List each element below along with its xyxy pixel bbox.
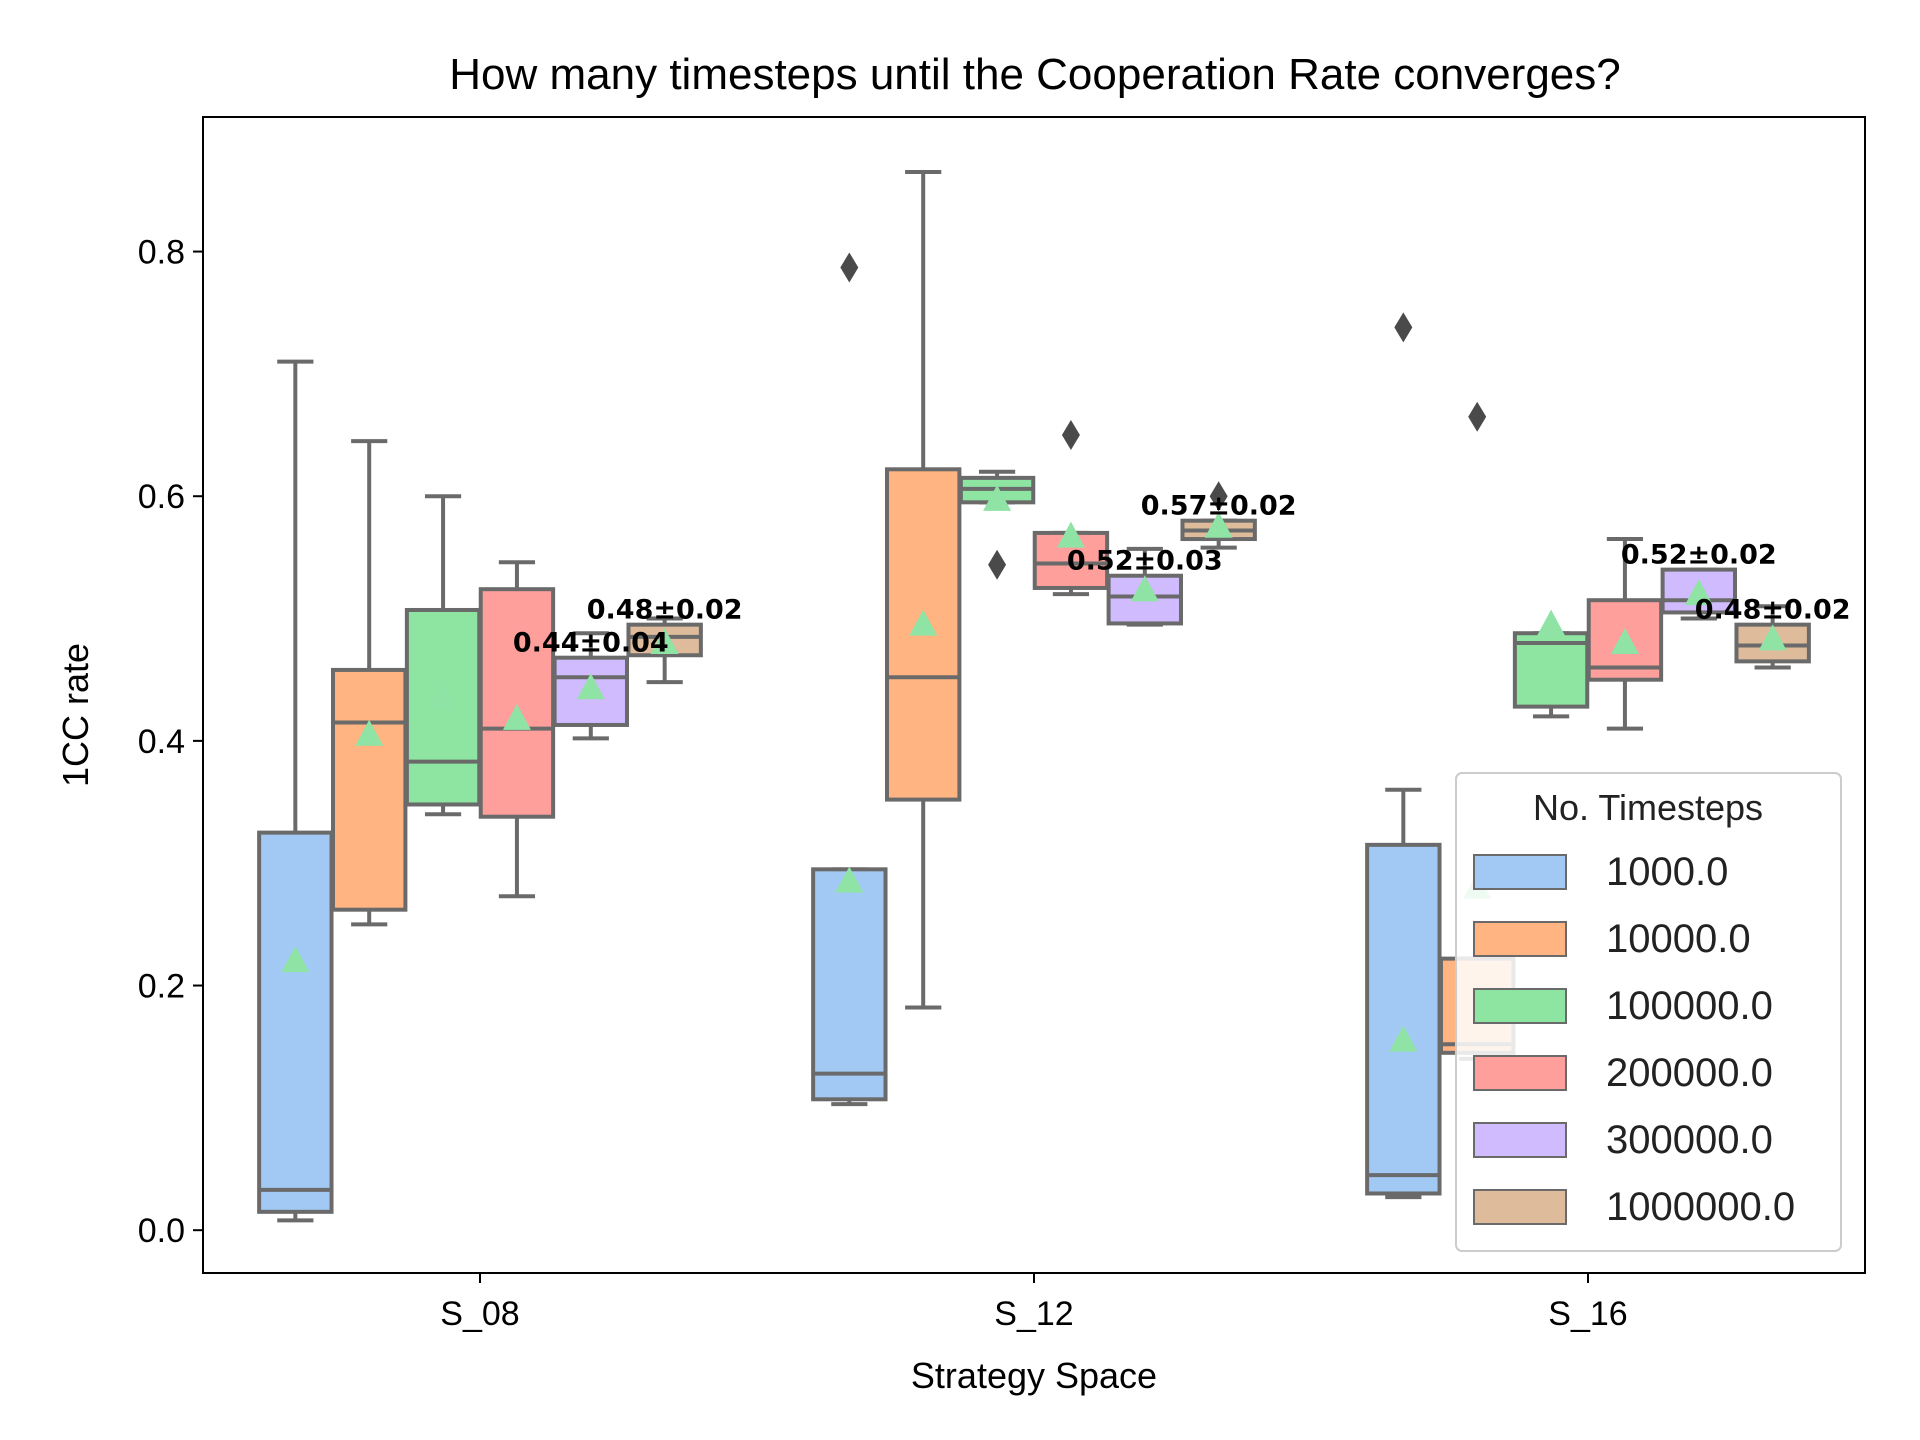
- mean-marker: [1758, 624, 1787, 651]
- outlier-point: [988, 549, 1007, 580]
- box-S_08-1000.0: [257, 359, 334, 1223]
- x-tick-label: S_16: [1548, 1295, 1627, 1333]
- box-S_16-300000.0: [1660, 567, 1737, 621]
- y-tick-label: 0.0: [138, 1212, 185, 1250]
- box-iqr: [1512, 631, 1590, 709]
- box-S_08-300000.0: [552, 631, 629, 741]
- data-label: 0.44±0.04: [513, 628, 669, 659]
- box-S_16-1000.0: [1365, 312, 1442, 1200]
- y-tick-label: 0.8: [138, 234, 185, 272]
- box-iqr: [331, 667, 408, 912]
- data-label: 0.52±0.03: [1067, 546, 1223, 577]
- x-tick-label: S_08: [440, 1295, 519, 1333]
- box-iqr: [1365, 842, 1442, 1196]
- legend-swatch: [1473, 921, 1567, 957]
- data-label: 0.57±0.02: [1141, 491, 1297, 522]
- legend-title: No. Timesteps: [1533, 787, 1763, 828]
- outlier-point: [840, 252, 859, 283]
- box-S_16-100000.0: [1512, 609, 1590, 719]
- x-axis: S_08 S_12 S_16: [440, 1273, 1628, 1333]
- x-tick-label: S_12: [994, 1295, 1073, 1333]
- y-tick-label: 0.4: [138, 723, 185, 761]
- mean-marker: [835, 866, 864, 893]
- outlier-point: [1468, 401, 1487, 432]
- legend-swatch: [1473, 854, 1567, 890]
- data-label: 0.48±0.02: [587, 595, 743, 626]
- box-iqr: [478, 587, 556, 819]
- box-S_08-100000.0: [404, 494, 482, 817]
- legend-label: 10000.0: [1606, 917, 1751, 961]
- legend-swatch: [1473, 988, 1567, 1024]
- legend-label: 100000.0: [1606, 984, 1773, 1028]
- legend: No. Timesteps 1000.0 10000.0 100000.0 20000…: [1455, 772, 1842, 1252]
- mean-marker: [1056, 521, 1085, 548]
- mean-marker: [1537, 609, 1566, 636]
- legend-label: 1000000.0: [1606, 1185, 1795, 1229]
- mean-marker: [576, 673, 605, 700]
- box-iqr: [811, 867, 888, 1102]
- y-axis-label: 1CC rate: [55, 643, 96, 787]
- mean-marker: [1389, 1025, 1418, 1052]
- y-tick-label: 0.2: [138, 968, 185, 1006]
- box-S_12-10000.0: [885, 170, 962, 1010]
- mean-marker: [429, 683, 458, 710]
- outlier-point: [1394, 312, 1413, 343]
- box-S_08-10000.0: [331, 439, 408, 927]
- mean-marker: [909, 609, 938, 636]
- legend-swatch: [1473, 1122, 1567, 1158]
- legend-swatch: [1473, 1189, 1567, 1225]
- chart-title: How many timesteps until the Cooperation…: [449, 50, 1621, 99]
- box-S_12-300000.0: [1106, 546, 1183, 627]
- legend-label: 200000.0: [1606, 1051, 1773, 1095]
- data-label: 0.52±0.02: [1621, 540, 1777, 571]
- mean-marker: [1130, 575, 1159, 602]
- outlier-point: [1061, 420, 1080, 451]
- y-tick-label: 0.6: [138, 478, 185, 516]
- box-S_08-200000.0: [478, 560, 556, 899]
- box-S_08-1000000.0: [626, 616, 703, 685]
- box-iqr: [257, 830, 334, 1214]
- mean-marker: [1610, 628, 1639, 655]
- data-label: 0.48±0.02: [1695, 595, 1851, 626]
- mean-marker: [502, 703, 531, 730]
- mean-marker: [1204, 511, 1233, 538]
- mean-marker: [355, 719, 384, 746]
- outlier-point: [1209, 481, 1228, 512]
- box-S_16-200000.0: [1586, 537, 1664, 731]
- box-S_16-1000000.0: [1734, 604, 1811, 670]
- mean-marker: [650, 628, 679, 655]
- mean-marker: [281, 946, 310, 973]
- legend-swatch: [1473, 1055, 1567, 1091]
- box-S_12-1000.0: [811, 252, 888, 1107]
- legend-label: 1000.0: [1606, 850, 1728, 894]
- box-S_12-100000.0: [958, 469, 1036, 580]
- box-S_12-200000.0: [1032, 420, 1110, 597]
- box-S_12-1000000.0: [1180, 481, 1257, 550]
- legend-label: 300000.0: [1606, 1118, 1773, 1162]
- plot-area: 0.44±0.04 0.52±0.03 0.52±0.02 0.48±0.02 0.57…: [257, 170, 1851, 1223]
- x-axis-label: Strategy Space: [911, 1355, 1157, 1396]
- mean-marker: [983, 484, 1012, 511]
- mean-marker: [1684, 579, 1713, 606]
- y-axis: 0.0 0.2 0.4 0.6 0.8: [138, 234, 203, 1250]
